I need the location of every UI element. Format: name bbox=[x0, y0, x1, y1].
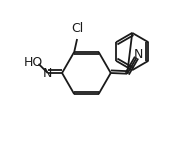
Text: Cl: Cl bbox=[71, 22, 83, 35]
Text: N: N bbox=[134, 47, 143, 60]
Text: HO: HO bbox=[24, 56, 43, 69]
Text: N: N bbox=[43, 67, 52, 80]
